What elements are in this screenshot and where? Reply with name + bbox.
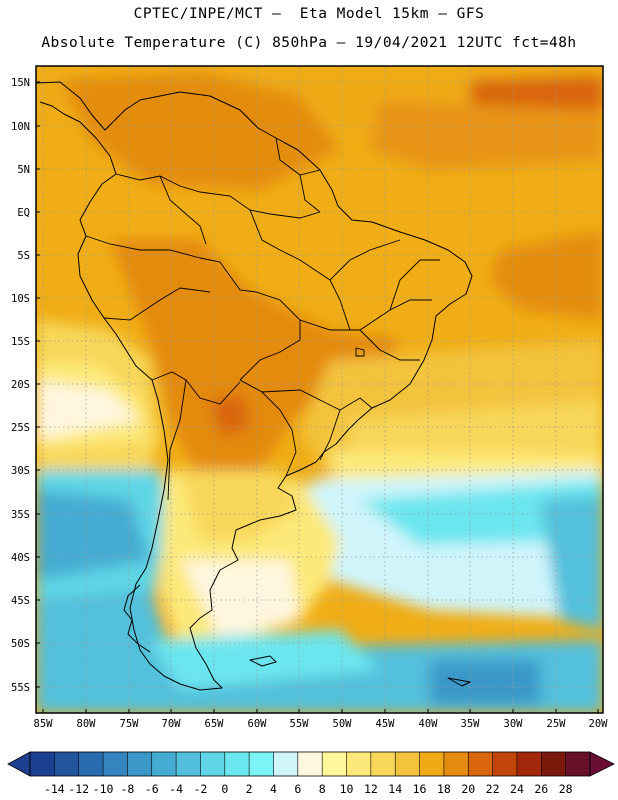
map-frame [35,65,604,714]
colorbar-swatch [54,752,80,776]
lon-label: 75W [120,718,140,730]
lat-label: 20S [11,379,30,391]
colorbar-swatch [176,752,201,776]
map-subtitle: Absolute Temperature (C) 850hPa – 19/04/… [41,35,577,51]
colorbar [7,751,615,777]
colorbar-swatch [127,752,153,776]
colorbar-label: 10 [340,782,354,796]
lat-label: 55S [11,682,30,694]
colorbar-label: 24 [510,782,524,796]
colorbar-swatch [151,752,177,776]
temperature-field [36,66,603,713]
lon-label: 55W [290,718,310,730]
lon-label: 35W [461,718,481,730]
lat-label: 30S [11,465,30,477]
colorbar-swatch [370,752,396,776]
lon-label: 85W [34,718,54,730]
lon-label: 30W [504,718,524,730]
lat-label: 10S [11,293,30,305]
colorbar-swatch [78,752,104,776]
colorbar-swatch [322,752,347,776]
lat-label: 5N [17,164,30,176]
colorbar-swatch [273,752,299,776]
lat-label: 25S [11,422,30,434]
colorbar-label: 12 [364,782,378,796]
political-borders [85,137,440,501]
colorbar-label: 4 [270,782,277,796]
lat-label: 10N [11,121,30,133]
colorbar-label: 14 [388,782,402,796]
lat-label: 45S [11,595,30,607]
colorbar-swatch [516,752,542,776]
lat-label: EQ [17,207,30,219]
colorbar-label: 22 [486,782,500,796]
lat-label: 15S [11,336,30,348]
colorbar-swatch [492,752,518,776]
lat-label: 40S [11,552,30,564]
longitude-labels: 85W 80W 75W 70W 65W 60W 55W 50W 45W 40W 35W 30W 25W 2… [34,709,609,730]
coastlines [36,81,473,691]
colorbar-label: -14 [44,782,65,796]
colorbar-label: 2 [246,782,253,796]
lon-label: 25W [547,718,567,730]
colorbar-swatch [565,752,591,776]
lat-label: 15N [11,77,30,89]
lon-label: 45W [376,718,396,730]
latitude-labels: 15N 10N 5N EQ 5S 10S 15S 20S 25S 30S 35S 40S 45S 50S 5… [11,77,40,694]
colorbar-swatch [443,752,469,776]
lon-label: 70W [162,718,182,730]
lon-label: 20W [589,718,609,730]
colorbar-label: -8 [120,782,134,796]
colorbar-label: 28 [559,782,573,796]
colorbar-label: 0 [221,782,228,796]
colorbar-swatch [103,752,128,776]
colorbar-swatch [297,752,323,776]
colorbar-swatch [249,752,274,776]
lon-label: 80W [77,718,97,730]
colorbar-swatch [395,752,420,776]
lon-label: 50W [333,718,353,730]
graticule [36,66,603,713]
colorbar-label: -4 [169,782,183,796]
colorbar-label: -2 [194,782,208,796]
colorbar-label: -6 [145,782,159,796]
colorbar-label: -10 [93,782,114,796]
colorbar-label: 18 [437,782,451,796]
lat-label: 5S [17,250,30,262]
colorbar-swatch [224,752,250,776]
colorbar-swatch [541,752,567,776]
colorbar-under-arrow [7,751,31,777]
colorbar-label: 26 [534,782,548,796]
colorbar-over-arrow [589,751,615,777]
colorbar-label: 8 [319,782,326,796]
colorbar-swatch [346,752,372,776]
lat-label: 35S [11,509,30,521]
colorbar-swatch [419,752,445,776]
map-title: CPTEC/INPE/MCT – Eta Model 15km – GFS [133,6,485,22]
colorbar-labels: -14 -12 -10 -8 -6 -4 -2 0 2 4 6 8 10 12 14 16 18 20 22 24 26… [44,782,573,796]
colorbar-swatch [200,752,226,776]
colorbar-label: 6 [294,782,301,796]
colorbar-label: -12 [68,782,89,796]
lon-label: 65W [205,718,225,730]
colorbar-label: 20 [461,782,475,796]
colorbar-label: 16 [413,782,427,796]
lat-label: 50S [11,638,30,650]
colorbar-swatch [30,752,55,776]
colorbar-swatch [468,752,494,776]
lon-label: 40W [419,718,439,730]
lon-label: 60W [248,718,268,730]
